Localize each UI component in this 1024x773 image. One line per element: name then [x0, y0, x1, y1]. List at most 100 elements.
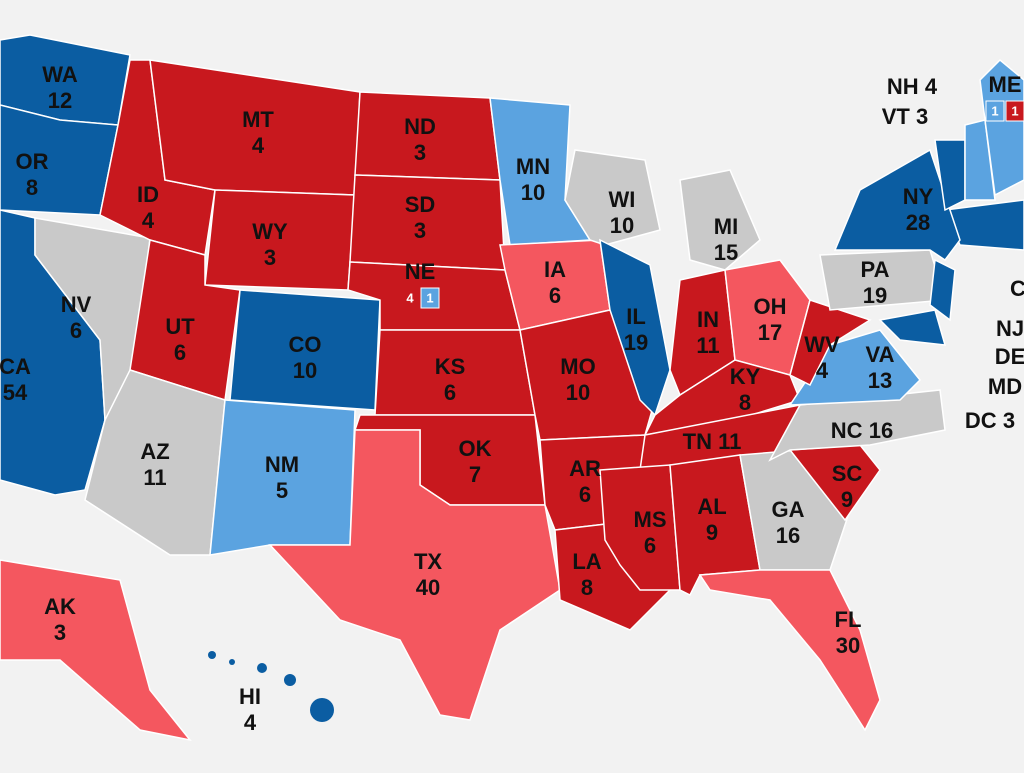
state-abbr: DC [965, 408, 997, 433]
state-abbr: WV [804, 332, 840, 357]
state-votes: 6 [579, 482, 591, 507]
state-abbr: KY [730, 364, 761, 389]
state-abbr: AK [44, 594, 76, 619]
state-abbr: CO [289, 332, 322, 357]
state-votes: 19 [624, 330, 648, 355]
state-abbr: MI [714, 214, 738, 239]
state-shape [929, 258, 956, 322]
state-votes: 3 [414, 218, 426, 243]
state-votes: 13 [868, 368, 892, 393]
split-votes: 1 [1011, 103, 1018, 118]
state-shape [0, 559, 192, 742]
state-label: DC 3 [965, 408, 1015, 433]
state-votes: 10 [566, 380, 590, 405]
state-abbr: WY [252, 219, 288, 244]
state-votes: 5 [276, 478, 288, 503]
state-votes: 4 [816, 358, 829, 383]
state-abbr: ID [137, 182, 159, 207]
state-votes: 8 [26, 175, 38, 200]
state-votes: 40 [416, 575, 440, 600]
state-abbr: MT [242, 107, 274, 132]
state-shape [833, 148, 961, 262]
state-abbr: IA [544, 257, 566, 282]
split-box [420, 287, 440, 309]
state-abbr: MN [516, 154, 550, 179]
state-votes: 6 [70, 318, 82, 343]
state-abbr: IL [626, 304, 646, 329]
state-abbr: TX [414, 549, 442, 574]
state-votes: 8 [739, 390, 751, 415]
state-votes: 19 [863, 283, 887, 308]
state-shape [878, 309, 947, 346]
state-abbr: CA [0, 354, 31, 379]
state-abbr: IN [697, 307, 719, 332]
state-votes: 6 [644, 533, 656, 558]
state-votes: 30 [836, 633, 860, 658]
state-votes: 6 [174, 340, 186, 365]
state-votes: 4 [142, 208, 155, 233]
state-votes: 12 [48, 88, 72, 113]
state-abbr: OH [754, 294, 787, 319]
state-abbr: SC [832, 461, 863, 486]
state-abbr: OR [16, 149, 49, 174]
state-abbr: WA [42, 62, 78, 87]
state-abbr: KS [435, 354, 466, 379]
state-abbr: PA [861, 257, 890, 282]
state-abbr: UT [165, 314, 195, 339]
state-abbr: NJ [996, 316, 1024, 341]
state-votes: 3 [264, 245, 276, 270]
state-abbr: HI [239, 684, 261, 709]
state-votes: 11 [718, 429, 741, 454]
state-votes: 3 [1003, 408, 1015, 433]
state-shape [698, 569, 881, 732]
island-shape [284, 674, 296, 686]
state-shape [679, 169, 761, 271]
state-votes: 6 [549, 283, 561, 308]
state-abbr: NY [903, 184, 934, 209]
state-label: VT 3 [882, 104, 929, 129]
state-abbr: VT [882, 104, 911, 129]
state-votes: 10 [293, 358, 317, 383]
split-box [985, 100, 1005, 122]
state-abbr: AZ [140, 439, 169, 464]
state-abbr: FL [835, 607, 862, 632]
state-votes: 11 [143, 465, 166, 490]
state-shape [789, 299, 872, 387]
state-votes: 4 [925, 74, 938, 99]
state-abbr: AL [697, 494, 726, 519]
state-label: NC 16 [831, 418, 893, 443]
state-abbr: WI [609, 187, 636, 212]
state-votes: 3 [916, 104, 928, 129]
island-shape [257, 663, 267, 673]
state-votes: 3 [54, 620, 66, 645]
state-abbr: TN [683, 429, 712, 454]
state-abbr: LA [572, 549, 601, 574]
state-shape [349, 174, 506, 271]
state-abbr: ME [989, 72, 1022, 97]
state-abbr: AR [569, 456, 601, 481]
state-votes: 15 [714, 240, 738, 265]
state-abbr: NM [265, 452, 299, 477]
state-abbr: SD [405, 192, 436, 217]
state-abbr: C [1010, 276, 1024, 301]
state-abbr: NC [831, 418, 863, 443]
state-abbr: MD [988, 374, 1022, 399]
state-shape [979, 58, 1024, 197]
state-votes: 3 [414, 140, 426, 165]
state-votes: 6 [444, 380, 456, 405]
state-label: NH 4 [887, 74, 938, 99]
state-abbr: ND [404, 114, 436, 139]
state-votes: 8 [581, 575, 593, 600]
state-votes: 4 [244, 710, 257, 735]
state-abbr: NH [887, 74, 919, 99]
state-abbr: MO [560, 354, 595, 379]
state-shape [268, 429, 561, 721]
state-shape [564, 149, 661, 246]
state-votes: 17 [758, 320, 782, 345]
state-votes: 9 [841, 487, 853, 512]
state-abbr: OK [459, 436, 492, 461]
state-votes: 7 [469, 462, 481, 487]
state-label: TN 11 [683, 429, 742, 454]
state-votes: 11 [696, 333, 719, 358]
split-votes: 1 [991, 103, 998, 118]
